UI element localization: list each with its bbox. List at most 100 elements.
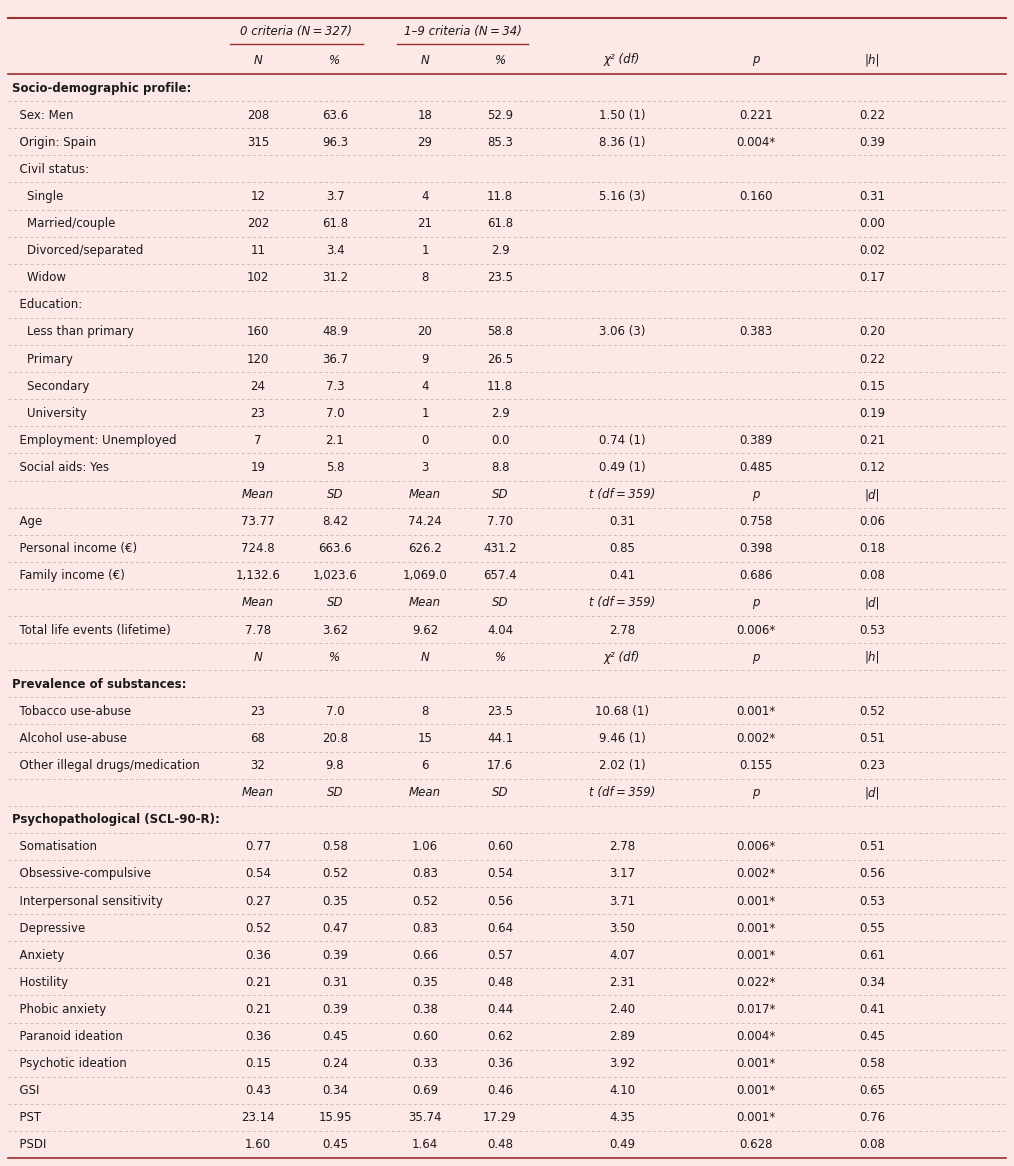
Text: 315: 315 [246, 135, 269, 149]
Text: 20: 20 [418, 325, 432, 338]
Text: %: % [330, 651, 341, 663]
Text: SD: SD [492, 597, 508, 610]
Text: 0.45: 0.45 [322, 1138, 348, 1152]
Text: 7.70: 7.70 [487, 515, 513, 528]
Text: 0.51: 0.51 [859, 732, 885, 745]
Text: Education:: Education: [12, 298, 82, 311]
Text: Primary: Primary [12, 352, 73, 366]
Text: 0.74 (1): 0.74 (1) [598, 434, 645, 447]
Text: 2.78: 2.78 [609, 841, 635, 854]
Text: 0.155: 0.155 [739, 759, 773, 772]
Text: 0.160: 0.160 [739, 190, 773, 203]
Text: 0.34: 0.34 [859, 976, 885, 989]
Text: 23: 23 [250, 705, 266, 718]
Text: 0.006*: 0.006* [736, 624, 776, 637]
Text: 2.9: 2.9 [491, 244, 509, 258]
Text: 73.77: 73.77 [241, 515, 275, 528]
Text: 0.24: 0.24 [321, 1058, 348, 1070]
Text: 2.1: 2.1 [325, 434, 345, 447]
Text: 0.22: 0.22 [859, 108, 885, 121]
Text: 0.36: 0.36 [245, 1030, 271, 1044]
Text: N: N [254, 651, 263, 663]
Text: |d|: |d| [864, 489, 880, 501]
Text: %: % [495, 54, 506, 66]
Text: 7.78: 7.78 [245, 624, 271, 637]
Text: SD: SD [327, 489, 344, 501]
Text: 3.92: 3.92 [609, 1058, 635, 1070]
Text: Social aids: Yes: Social aids: Yes [12, 461, 110, 475]
Text: t (df = 359): t (df = 359) [589, 597, 655, 610]
Text: 0.31: 0.31 [609, 515, 635, 528]
Text: 0.31: 0.31 [322, 976, 348, 989]
Text: Divorced/separated: Divorced/separated [12, 244, 143, 258]
Text: Mean: Mean [409, 786, 441, 799]
Text: 0.60: 0.60 [412, 1030, 438, 1044]
Text: 0.36: 0.36 [245, 949, 271, 962]
Text: 0.47: 0.47 [321, 921, 348, 935]
Text: 0.54: 0.54 [487, 868, 513, 880]
Text: 0.39: 0.39 [322, 949, 348, 962]
Text: 0.34: 0.34 [322, 1084, 348, 1097]
Text: p: p [752, 489, 759, 501]
Text: 0.61: 0.61 [859, 949, 885, 962]
Text: Married/couple: Married/couple [12, 217, 116, 230]
Text: 0.08: 0.08 [859, 569, 885, 582]
Text: 23: 23 [250, 407, 266, 420]
Text: 0.56: 0.56 [487, 894, 513, 907]
Text: 0.58: 0.58 [322, 841, 348, 854]
Text: 8.42: 8.42 [321, 515, 348, 528]
Text: Widow: Widow [12, 272, 66, 285]
Text: p: p [752, 54, 759, 66]
Text: 1,132.6: 1,132.6 [235, 569, 281, 582]
Text: 48.9: 48.9 [321, 325, 348, 338]
Text: 0.52: 0.52 [859, 705, 885, 718]
Text: 23.5: 23.5 [487, 705, 513, 718]
Text: University: University [12, 407, 87, 420]
Text: Personal income (€): Personal income (€) [12, 542, 137, 555]
Text: 0.43: 0.43 [245, 1084, 271, 1097]
Text: 44.1: 44.1 [487, 732, 513, 745]
Text: Mean: Mean [409, 597, 441, 610]
Text: Mean: Mean [242, 786, 274, 799]
Text: 1.60: 1.60 [245, 1138, 271, 1152]
Text: 0.001*: 0.001* [736, 894, 776, 907]
Text: 5.16 (3): 5.16 (3) [598, 190, 645, 203]
Text: 0.001*: 0.001* [736, 705, 776, 718]
Text: 3: 3 [421, 461, 429, 475]
Text: 9.62: 9.62 [412, 624, 438, 637]
Text: 0.004*: 0.004* [736, 1030, 776, 1044]
Text: 202: 202 [246, 217, 269, 230]
Text: 0.21: 0.21 [245, 976, 271, 989]
Text: 0.001*: 0.001* [736, 949, 776, 962]
Text: 0.06: 0.06 [859, 515, 885, 528]
Text: |d|: |d| [864, 786, 880, 799]
Text: 657.4: 657.4 [484, 569, 517, 582]
Text: Civil status:: Civil status: [12, 163, 89, 176]
Text: 31.2: 31.2 [321, 272, 348, 285]
Text: 0.758: 0.758 [739, 515, 773, 528]
Text: PST: PST [12, 1111, 42, 1124]
Text: 2.89: 2.89 [609, 1030, 635, 1044]
Text: 0.65: 0.65 [859, 1084, 885, 1097]
Text: N: N [421, 651, 429, 663]
Text: 0.52: 0.52 [412, 894, 438, 907]
Text: |d|: |d| [864, 597, 880, 610]
Text: 0.39: 0.39 [859, 135, 885, 149]
Text: 0.83: 0.83 [412, 921, 438, 935]
Text: 17.29: 17.29 [483, 1111, 517, 1124]
Text: 85.3: 85.3 [487, 135, 513, 149]
Text: SD: SD [492, 786, 508, 799]
Text: Obsessive-compulsive: Obsessive-compulsive [12, 868, 151, 880]
Text: Single: Single [12, 190, 63, 203]
Text: 3.06 (3): 3.06 (3) [599, 325, 645, 338]
Text: 0.45: 0.45 [859, 1030, 885, 1044]
Text: 0.00: 0.00 [859, 217, 885, 230]
Text: 0.35: 0.35 [322, 894, 348, 907]
Text: 8: 8 [421, 705, 429, 718]
Text: PSDI: PSDI [12, 1138, 47, 1152]
Text: Sex: Men: Sex: Men [12, 108, 73, 121]
Text: 663.6: 663.6 [318, 542, 352, 555]
Text: 3.71: 3.71 [609, 894, 635, 907]
Text: 8: 8 [421, 272, 429, 285]
Text: Other illegal drugs/medication: Other illegal drugs/medication [12, 759, 200, 772]
